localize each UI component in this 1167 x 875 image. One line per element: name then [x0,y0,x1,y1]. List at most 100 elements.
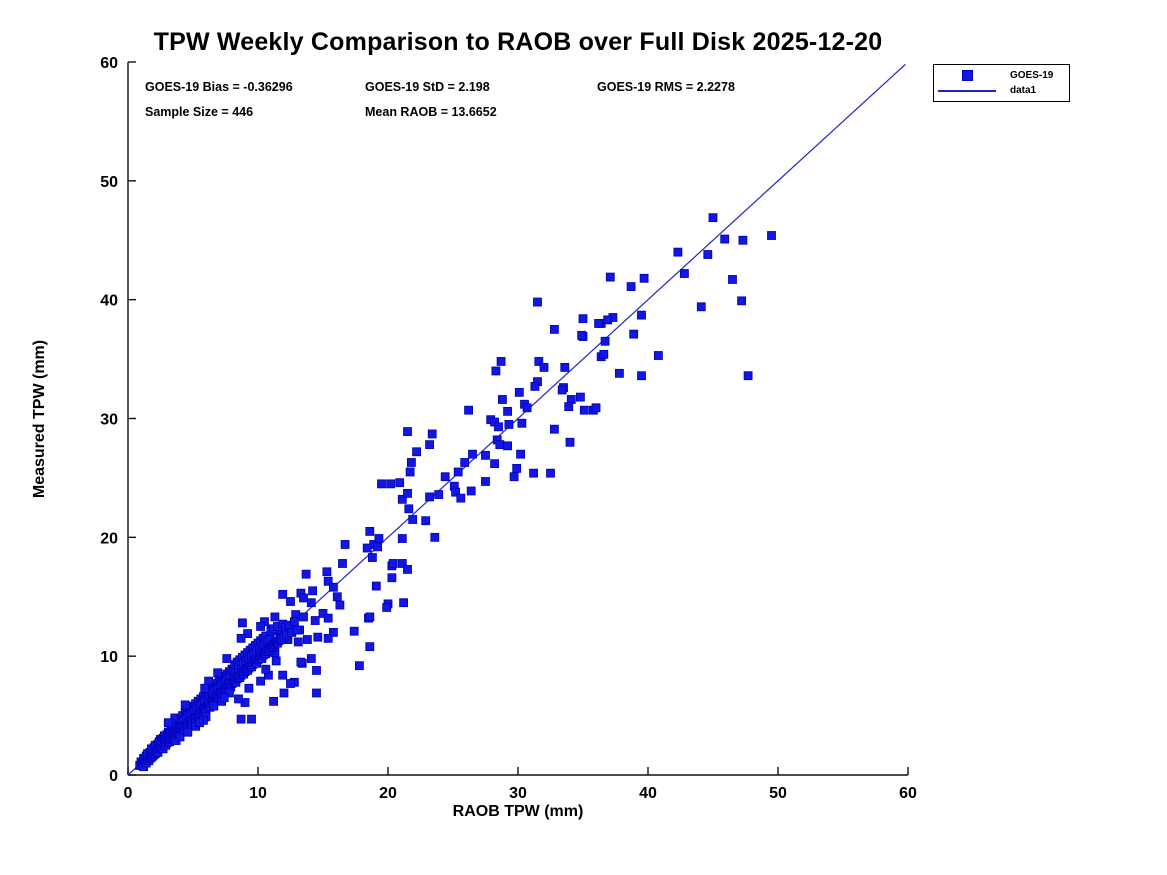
scatter-point [371,581,381,591]
scatter-point [234,694,243,704]
scatter-point [328,628,338,637]
scatter-point [696,302,706,312]
scatter-point [720,234,730,244]
x-tick-label: 0 [124,785,133,802]
scatter-point [293,637,303,647]
stat-rms: GOES-19 RMS = 2.2278 [597,80,735,94]
scatter-point [456,493,466,503]
scatter-point [271,656,281,666]
scatter-point [397,494,407,504]
scatter-point [365,526,375,536]
scatter-point [497,395,507,404]
scatter-point [503,406,513,416]
scatter-point [301,569,311,579]
scatter-point [639,273,649,283]
scatter-point [195,718,204,728]
legend-entry-data1: data1 [934,83,1069,98]
y-tick-label: 10 [100,649,118,666]
scatter-point [261,664,271,674]
scatter-point [503,441,513,451]
scatter-point [512,464,522,473]
scatter-point [430,532,440,542]
scatter-point [481,477,490,486]
scatter-point [292,625,302,635]
scatter-point [354,661,364,671]
scatter-point [270,612,280,622]
legend-entry-goes19: GOES-19 [934,68,1069,83]
scatter-point [286,597,295,606]
y-tick-label: 50 [100,174,118,191]
scatter-point [767,231,776,240]
scatter-point [565,437,575,447]
scatter-point [269,696,279,706]
y-tick-label: 20 [100,530,118,547]
scatter-point [397,534,407,543]
stat-std: GOES-19 StD = 2.198 [365,80,490,94]
scatter-point [395,478,405,488]
scatter-point [312,666,321,675]
scatter-point [504,420,514,429]
scatter-point [328,582,338,592]
scatter-point [453,467,463,477]
scatter-point [564,402,574,412]
y-tick-label: 60 [100,55,118,72]
stat-mean-raob: Mean RAOB = 13.6652 [365,105,497,119]
scatter-point [387,573,397,583]
x-tick-label: 40 [639,785,657,802]
scatter-point [296,657,306,667]
scatter-point [743,371,753,381]
scatter-point [440,472,450,482]
scatter-point [365,642,375,652]
scatter-point [374,534,384,543]
scatter-point [600,336,610,346]
scatter-point [591,403,601,413]
scatter-point [340,540,350,549]
scatter-point [247,714,256,724]
scatter-point [312,688,321,698]
scatter-point [464,405,474,415]
y-tick-label: 0 [109,768,118,785]
scatter-point [546,468,555,478]
scatter-point [434,490,444,499]
scatter-point [219,693,229,703]
scatter-point [222,654,232,663]
scatter-point [421,516,431,526]
scatter-point [243,629,253,638]
scatter-point [367,553,377,562]
chart-title: TPW Weekly Comparison to RAOB over Full … [153,28,883,56]
scatter-point [163,718,173,728]
scatter-point [605,272,615,282]
scatter-point [637,371,646,381]
scatter-point [703,250,713,259]
scatter-point [516,449,525,459]
scatter-point [397,559,407,568]
x-tick-label: 60 [899,785,917,802]
scatter-point [180,700,190,710]
scatter-point [335,600,345,610]
scatter-point [517,418,527,428]
scatter-point [302,635,312,644]
scatter-point [578,314,588,324]
x-tick-label: 30 [509,785,527,802]
scatter-point [224,688,234,698]
scatter-point [256,622,266,631]
axes: 0 10 20 30 40 50 60 0 10 20 30 40 50 60 [100,55,917,802]
scatter-point [310,616,320,625]
stat-sample-size: Sample Size = 446 [145,105,254,119]
scatter-point [738,235,748,245]
scatter-point [577,330,587,340]
scatter-point [708,213,718,223]
scatter-point [550,324,559,334]
y-tick-label: 40 [100,293,118,310]
scatter-point [183,727,193,737]
scatter-point [403,565,412,574]
scatter-point [406,458,416,467]
y-tick-label: 30 [100,412,118,429]
scatter-point [534,357,544,366]
scatter-point [491,366,501,376]
scatter-point [629,329,639,339]
scatter-point [388,559,398,568]
scatter-point [427,429,437,439]
scatter-point [468,449,477,459]
scatter-point [382,603,392,612]
